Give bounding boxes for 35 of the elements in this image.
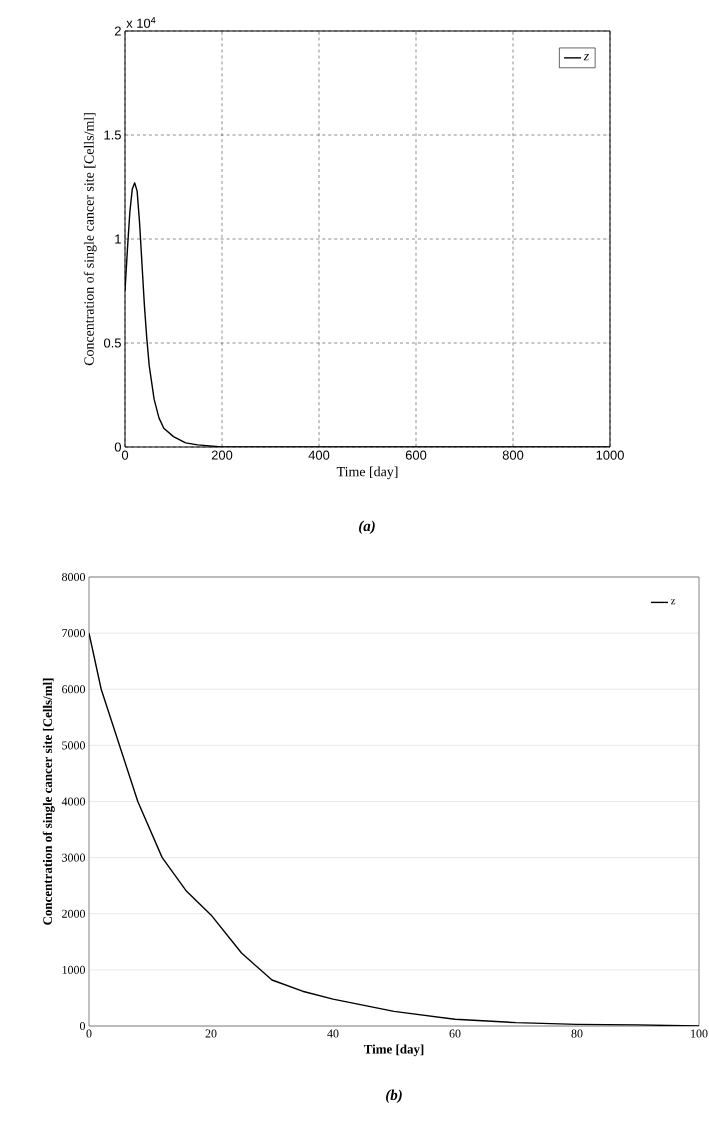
text: x 10$^{4}$ [126, 17, 156, 28]
y-tick-label: 7000 [62, 629, 86, 638]
x-tick-label: 1000 [596, 450, 624, 460]
legend-label: z [583, 53, 589, 61]
x-axis-title: Time [day] [363, 1044, 424, 1057]
y-tick-label: 3000 [62, 853, 86, 862]
y-tick-label: 6000 [62, 685, 86, 694]
y-axis-title: Concentration of single cancer site [Cells/ml] [42, 678, 55, 925]
x-tick-label: 600 [405, 450, 427, 460]
x-axis-title: Time [day] [336, 466, 398, 480]
y-tick-label: 5000 [62, 741, 86, 750]
y-axis-title: Concentration of single cancer site [Cells/ml] [83, 113, 97, 366]
legend-label: z [670, 599, 676, 605]
x-tick-label: 100 [691, 1029, 708, 1038]
y-tick-label: 1000 [62, 965, 86, 974]
x-tick-label: 40 [327, 1029, 339, 1038]
x-tick-label: 20 [205, 1029, 217, 1038]
x-tick-label: 80 [571, 1029, 583, 1038]
x-tick-label: 400 [308, 450, 330, 460]
x-tick-label: 800 [502, 450, 524, 460]
text: (b) [386, 1089, 402, 1104]
y-tick-label: 2000 [62, 909, 86, 918]
y-tick-label: 0 [79, 1021, 86, 1031]
y-tick-label: 0 [114, 442, 121, 452]
y-tick-label: 1 [115, 234, 121, 244]
y-tick-label: 8000 [62, 572, 86, 582]
text: (a) [359, 520, 375, 535]
y-tick-label: 2 [114, 26, 121, 36]
x-tick-label: 60 [449, 1029, 461, 1038]
x-tick-label: 200 [211, 450, 233, 460]
y-tick-label: 4000 [61, 797, 86, 806]
y-tick-label: 1.5 [104, 130, 121, 140]
y-tick-label: 0.5 [103, 338, 121, 348]
x-tick-label: 0 [86, 1029, 92, 1038]
x-tick-label: 0 [121, 450, 129, 460]
